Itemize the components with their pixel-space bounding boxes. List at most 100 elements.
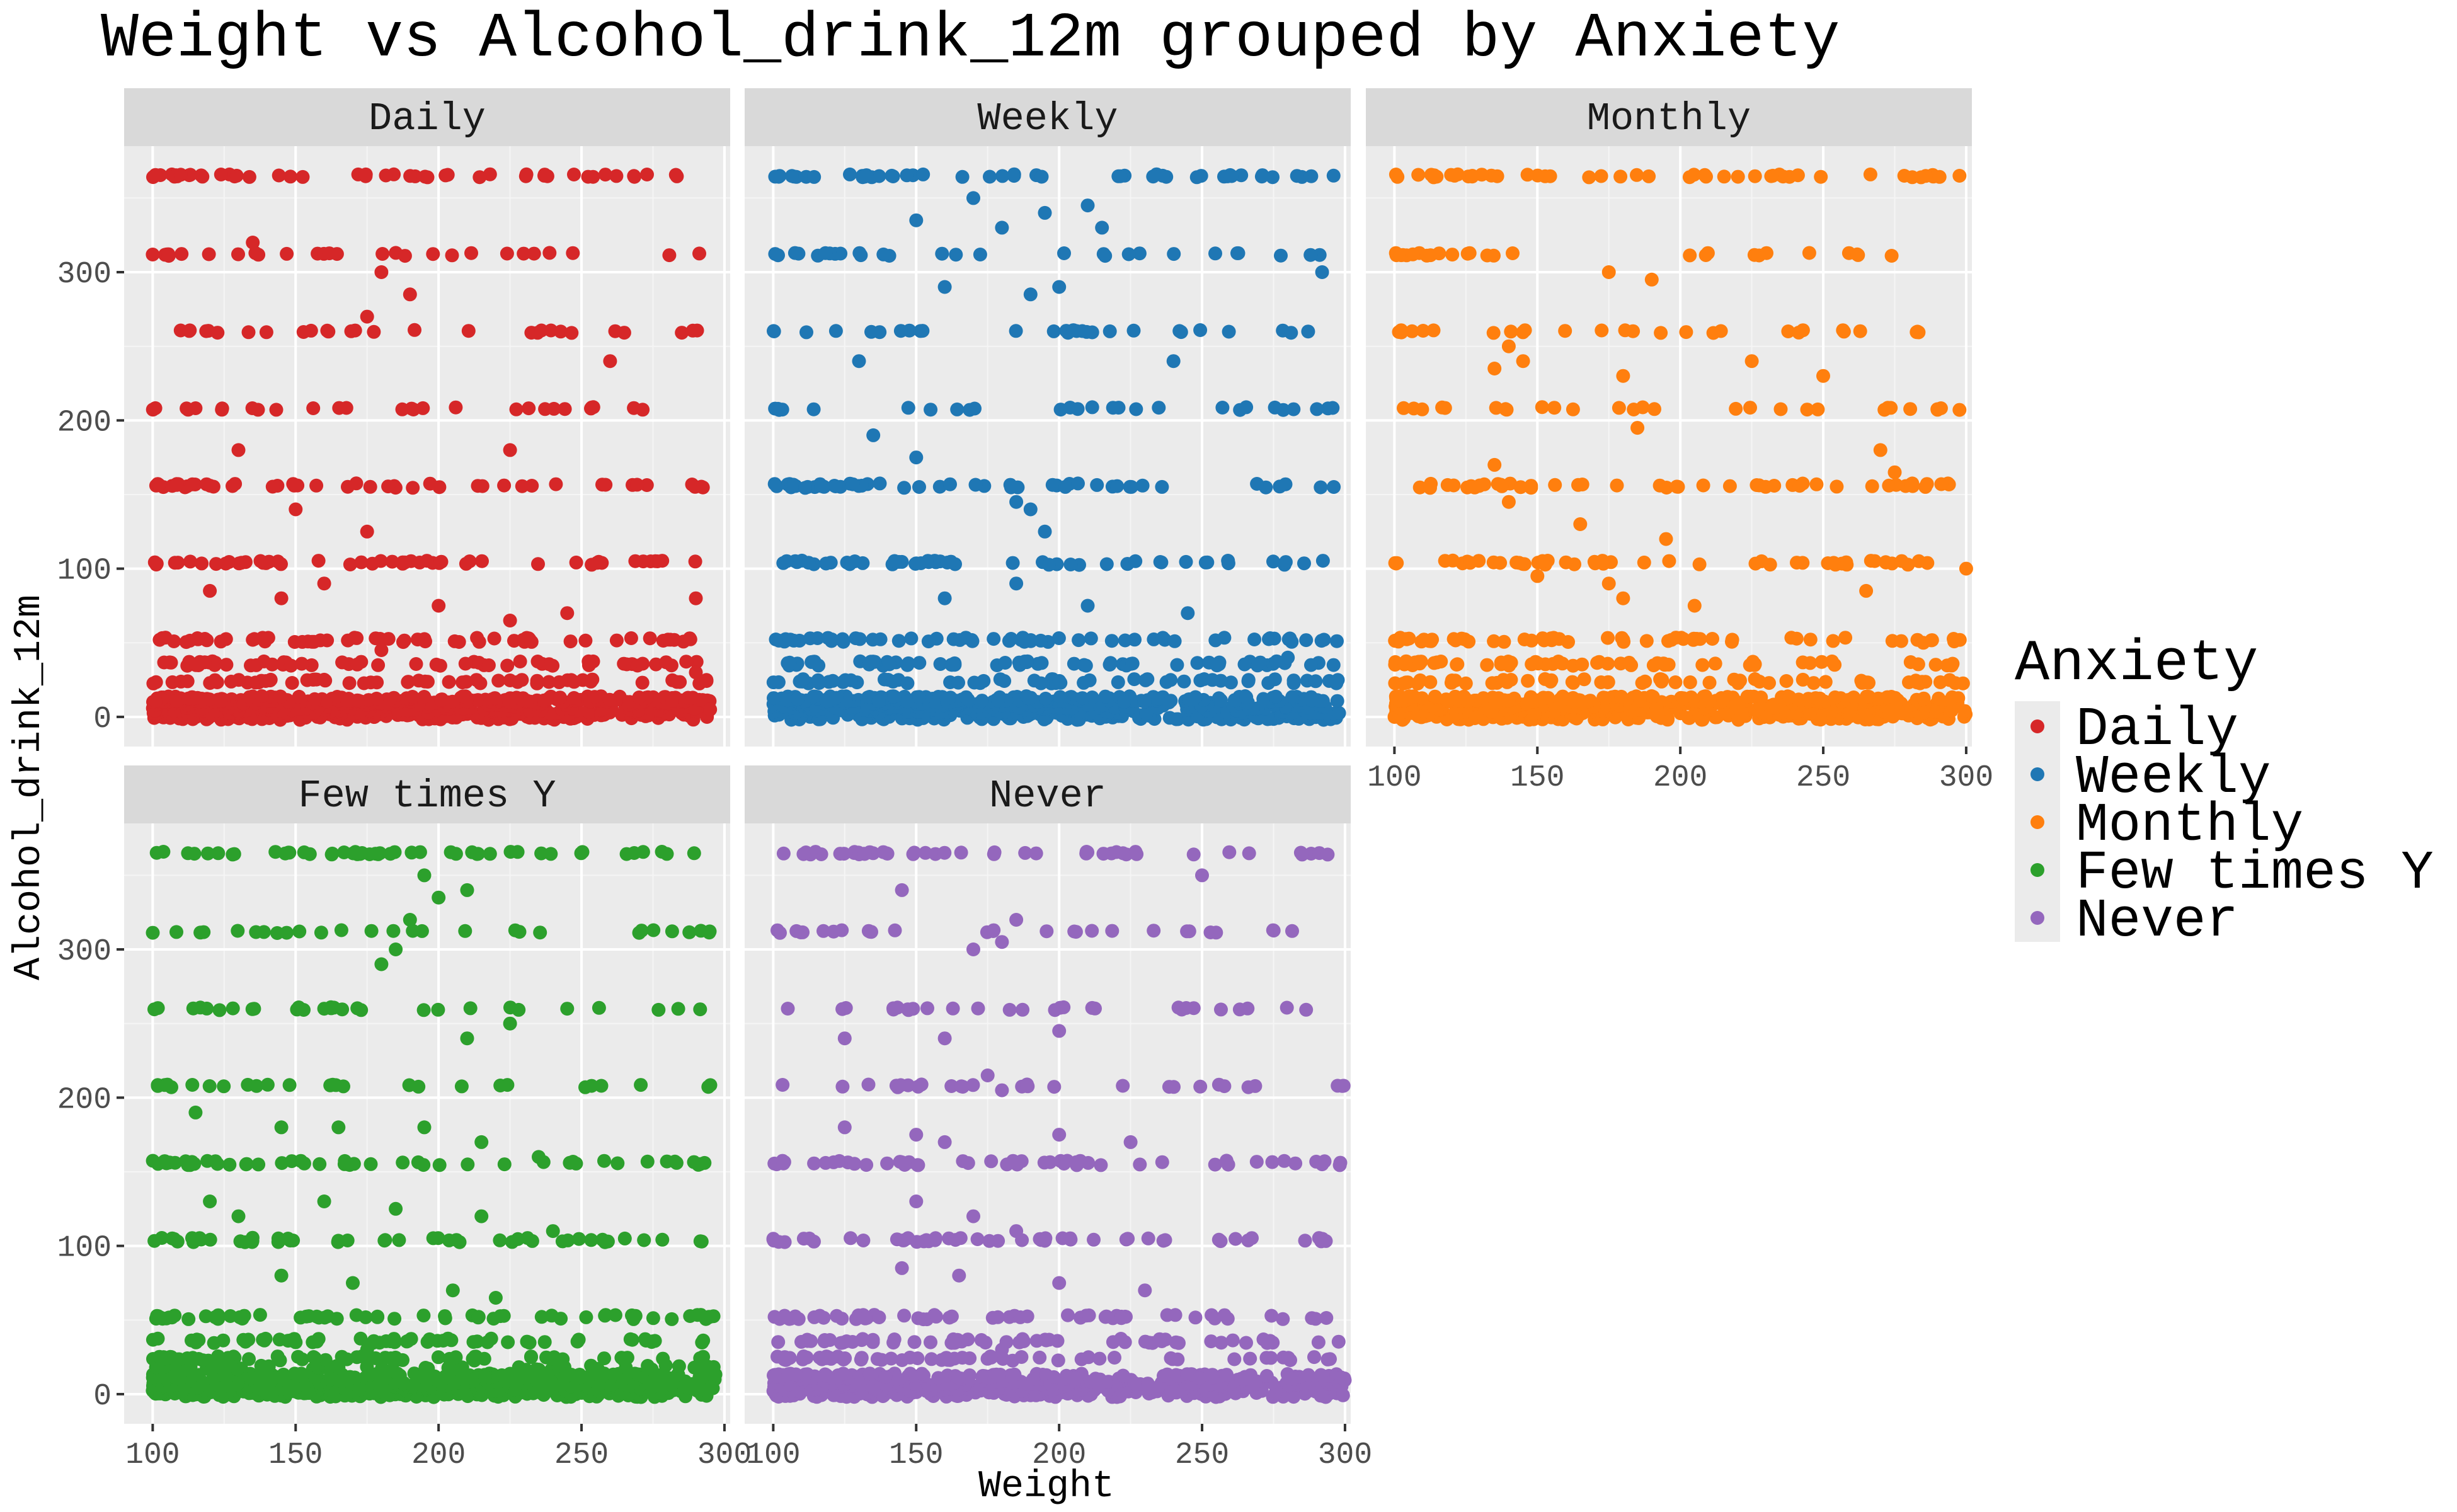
data-point — [481, 658, 496, 672]
data-point — [350, 693, 365, 707]
data-point — [401, 675, 415, 689]
data-point — [912, 656, 927, 670]
data-point — [344, 324, 358, 338]
data-point — [342, 676, 357, 690]
data-point — [779, 554, 794, 568]
data-point — [343, 558, 357, 571]
data-point — [310, 1334, 324, 1349]
data-point — [531, 557, 545, 571]
data-point — [1423, 481, 1437, 495]
data-point — [343, 1158, 357, 1172]
data-point — [1080, 198, 1095, 213]
data-point — [1796, 323, 1810, 338]
data-point — [1085, 400, 1099, 415]
data-point — [829, 690, 844, 705]
data-point — [973, 248, 987, 261]
data-point — [423, 476, 437, 491]
data-point — [656, 1351, 670, 1366]
strip-label: Never — [989, 774, 1106, 818]
data-point — [598, 478, 613, 492]
data-point — [161, 249, 176, 263]
data-point — [790, 555, 805, 570]
data-point — [312, 1157, 327, 1171]
data-point — [606, 1367, 621, 1382]
data-point — [146, 248, 160, 261]
data-point — [1080, 598, 1095, 613]
data-point — [1577, 672, 1591, 687]
data-point — [1095, 220, 1109, 235]
y-tick-label: 300 — [57, 935, 112, 969]
data-point — [840, 556, 854, 570]
data-point — [461, 1157, 475, 1172]
data-point — [900, 676, 915, 690]
data-point — [431, 1350, 445, 1365]
data-point — [1005, 556, 1020, 570]
data-point — [193, 1000, 207, 1015]
data-point — [1135, 478, 1150, 493]
data-point — [1052, 280, 1067, 294]
data-point — [1266, 554, 1280, 569]
data-point — [389, 942, 403, 956]
data-point — [426, 247, 440, 261]
data-point — [1208, 633, 1223, 648]
data-point — [546, 1224, 560, 1239]
data-point — [1111, 675, 1125, 689]
data-point — [1102, 324, 1117, 338]
data-point — [1618, 323, 1632, 338]
data-point — [584, 1233, 598, 1247]
data-point — [403, 287, 417, 302]
data-point — [1285, 690, 1300, 704]
data-point — [500, 1078, 515, 1092]
strip-background — [124, 88, 730, 146]
data-point — [274, 1268, 289, 1283]
data-point — [289, 1335, 303, 1349]
data-point — [1873, 443, 1887, 457]
data-point — [1544, 673, 1559, 687]
data-point — [542, 675, 556, 689]
data-point — [1910, 325, 1924, 340]
data-point — [1601, 656, 1615, 671]
data-point — [331, 1120, 346, 1135]
data-point — [1009, 576, 1024, 591]
data-point — [564, 326, 579, 340]
data-point — [1019, 655, 1034, 670]
data-point — [864, 324, 878, 339]
data-point — [306, 401, 321, 415]
data-point — [1952, 403, 1967, 417]
data-point — [1063, 558, 1078, 571]
data-point — [1411, 168, 1426, 182]
data-point — [1284, 326, 1298, 340]
strip-background — [124, 765, 730, 823]
data-point — [949, 248, 963, 262]
data-point — [367, 324, 381, 339]
data-point — [503, 443, 517, 457]
data-point — [483, 847, 497, 861]
data-point — [1239, 690, 1254, 704]
data-point — [417, 868, 432, 883]
data-point — [1747, 658, 1761, 672]
data-point — [912, 690, 927, 704]
points — [146, 845, 723, 1404]
data-point — [916, 167, 931, 181]
data-point — [1486, 326, 1501, 340]
data-point — [1058, 479, 1072, 494]
data-point — [520, 1334, 534, 1349]
data-point — [1167, 247, 1181, 261]
data-point — [1023, 502, 1038, 517]
data-point — [1717, 169, 1731, 184]
data-point — [317, 1002, 331, 1016]
data-point — [1038, 205, 1052, 220]
data-point — [544, 323, 558, 338]
data-point — [295, 1352, 309, 1366]
data-point — [417, 690, 432, 704]
data-point — [594, 1079, 609, 1093]
data-point — [1803, 656, 1818, 670]
data-point — [669, 1155, 684, 1170]
data-point — [1794, 694, 1808, 708]
data-point — [207, 1336, 221, 1350]
data-point — [1286, 673, 1301, 688]
data-point — [995, 169, 1010, 183]
y-tick-label: 100 — [57, 554, 112, 588]
data-point — [284, 169, 297, 184]
data-point — [901, 656, 915, 670]
